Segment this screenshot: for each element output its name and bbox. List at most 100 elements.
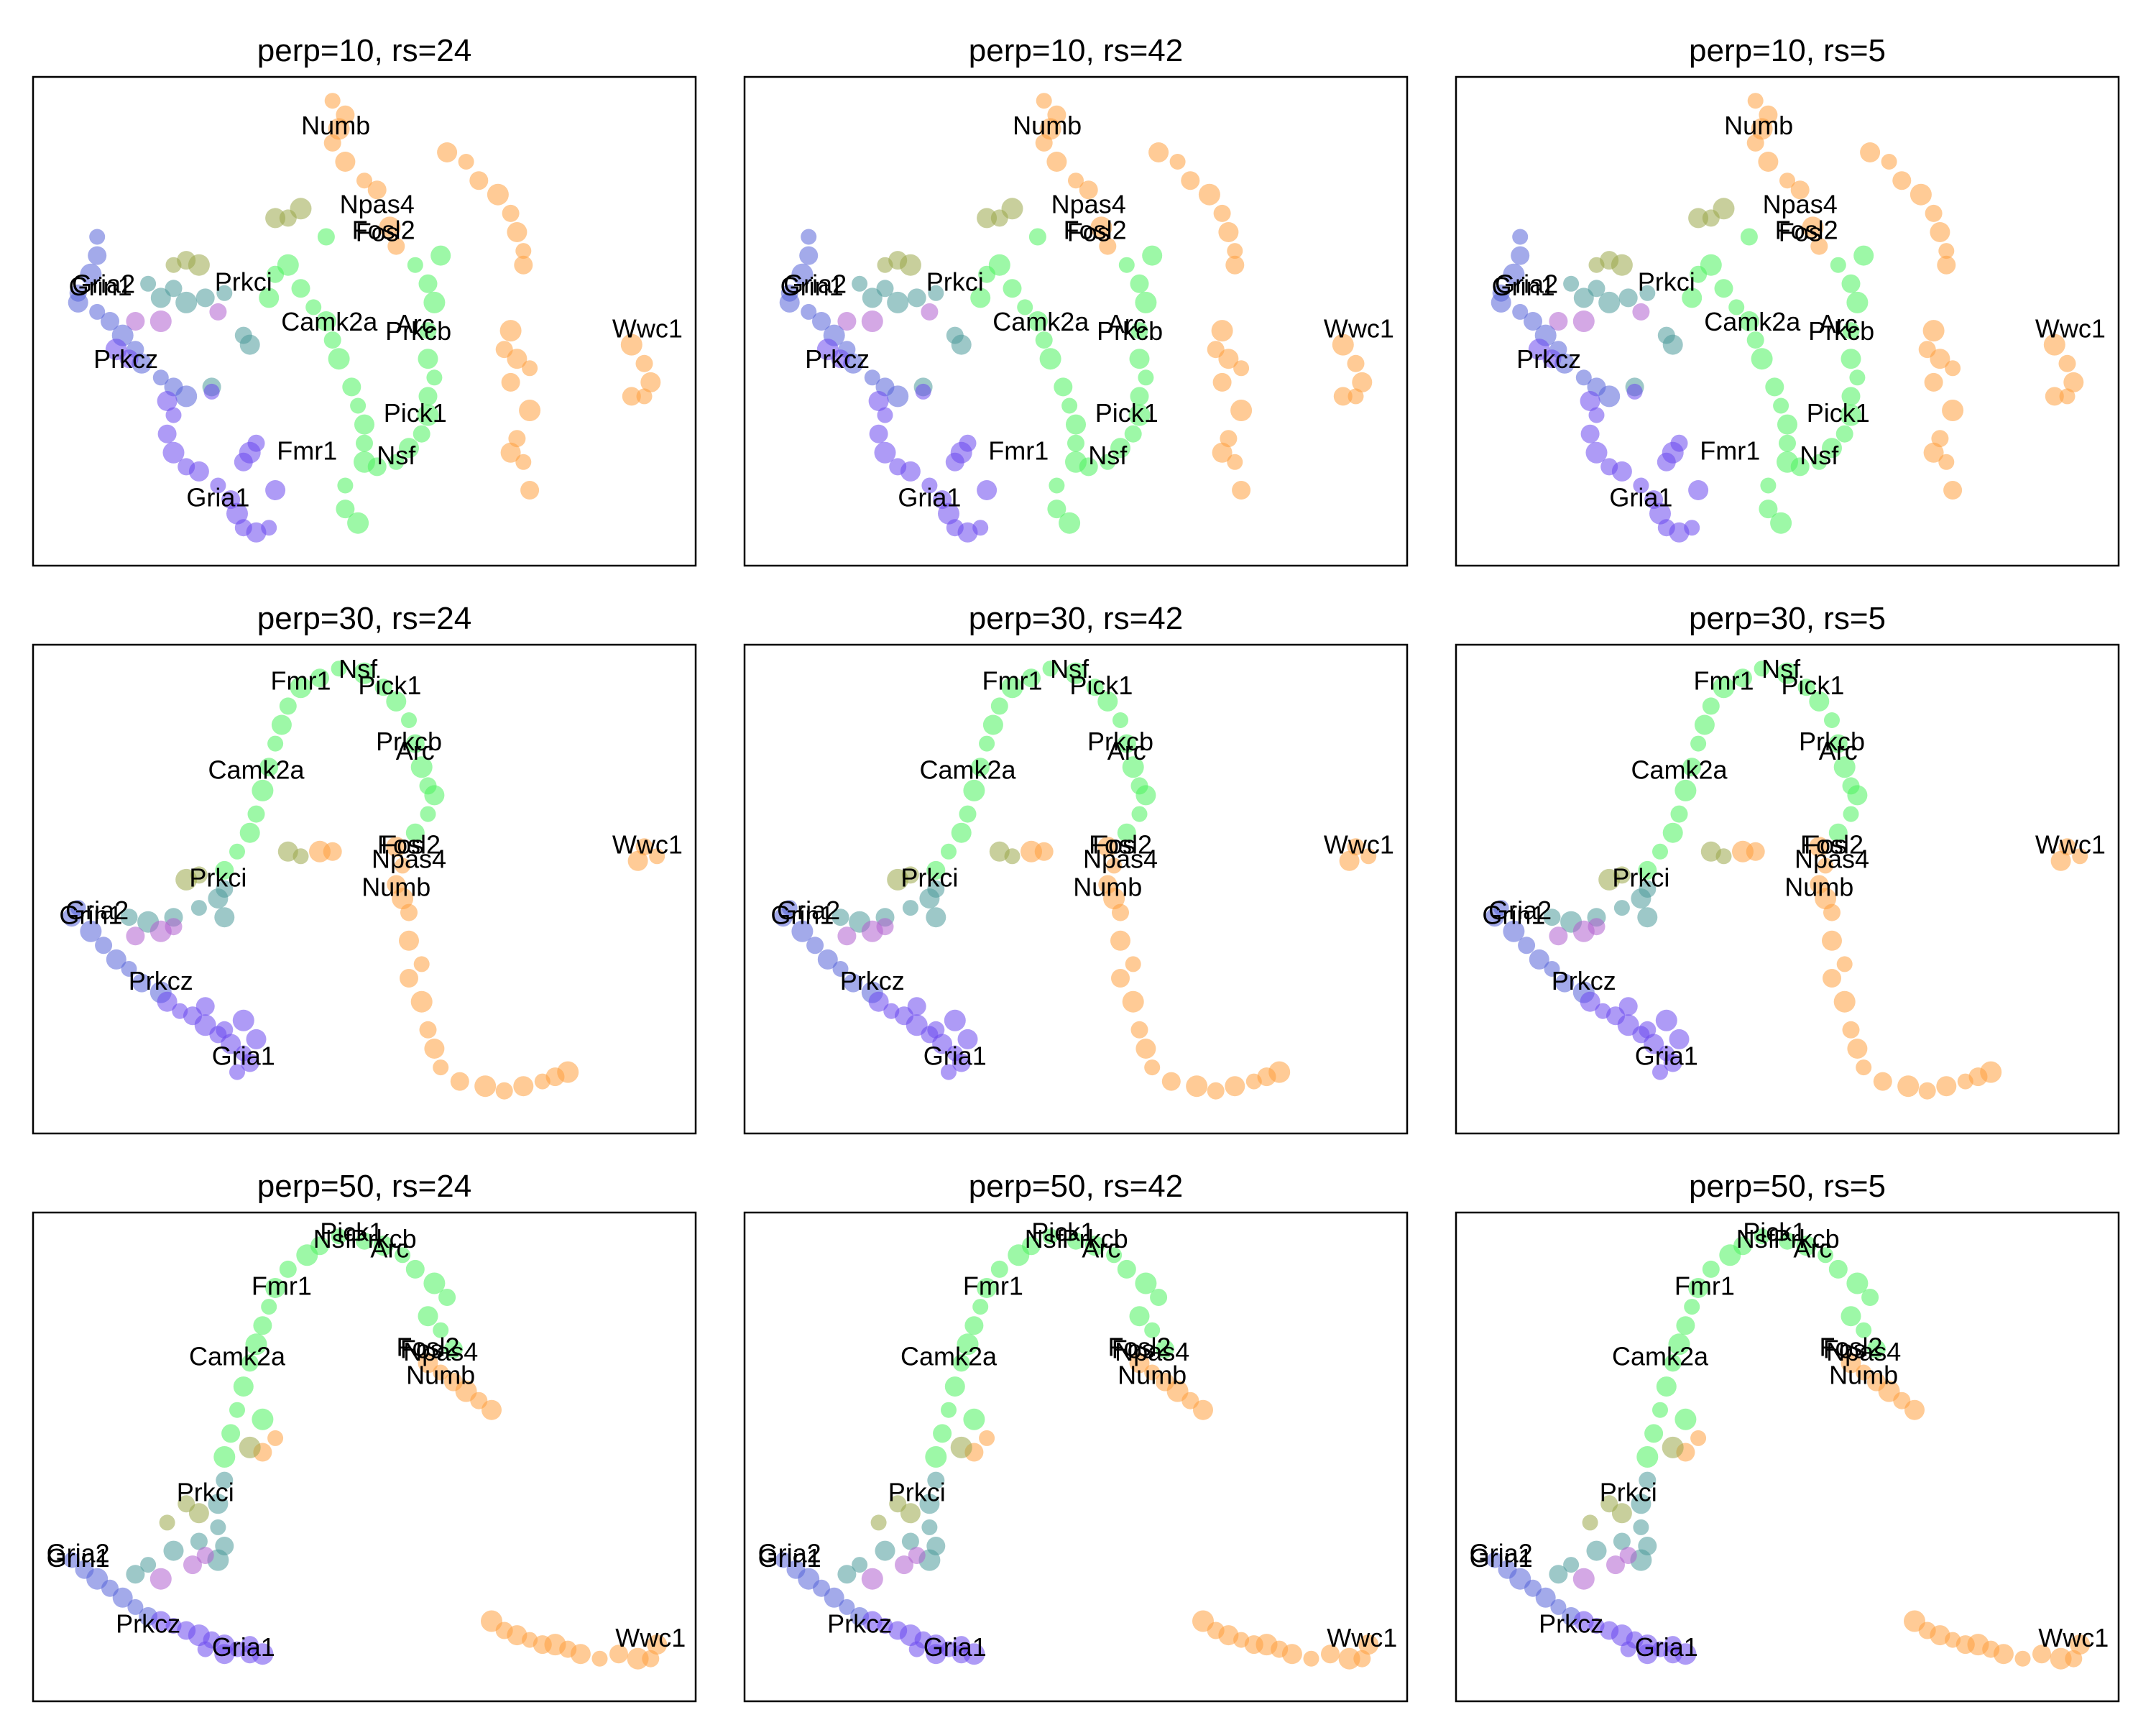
data-point-green [395,1247,411,1264]
data-point-green [1065,451,1087,473]
data-point-orange [1930,222,1950,242]
data-point-green [1138,369,1154,386]
gene-label-fos: Fos [1067,218,1110,247]
data-point-orange [433,1364,449,1381]
data-point-orange [1747,93,1764,109]
data-point-green [241,1354,259,1372]
data-point-orange [1993,1644,2014,1665]
data-point-orange [507,222,528,242]
data-point-orange [487,183,509,206]
data-point-green [964,1316,984,1335]
data-point-orange [1218,349,1239,369]
data-point-blue_violet [817,949,838,970]
data-point-green [418,387,438,406]
gene-label-gria1: Gria1 [1635,1632,1698,1662]
data-point-green [951,822,972,843]
data-point-purple [157,991,178,1012]
data-point-purple [938,502,959,525]
gene-label-camk2a: Camk2a [1612,1341,1709,1371]
data-point-teal [1639,285,1656,301]
gene-label-gria2: Gria2 [47,1539,110,1568]
data-point-green [941,843,957,860]
gene-label-prkcb: Prkcb [1062,1224,1128,1254]
data-point-teal [163,1540,184,1561]
data-point-orange [1751,118,1773,140]
data-point-green [424,785,445,806]
data-point-purple [816,339,839,361]
gene-label-fosl2: Fosl2 [1775,216,1838,245]
data-point-teal [837,1565,857,1584]
gene-label-fmr1: Fmr1 [1700,436,1760,465]
data-point-teal [852,275,868,292]
data-point-purple [874,441,896,464]
data-point-green [253,1316,272,1335]
data-point-orange [1130,1021,1148,1039]
data-point-magenta [837,926,857,946]
data-point-orange [2072,848,2088,865]
data-point-green [261,1299,277,1315]
data-point-blue_violet [1529,949,1549,970]
panel-title: perp=30, rs=24 [257,601,471,636]
data-point-orange [1144,1059,1161,1076]
gene-label-nsf: Nsf [1025,1224,1064,1254]
data-point-orange [1779,172,1795,189]
data-point-green [933,1424,952,1443]
data-point-purple [226,502,248,525]
data-point-orange [387,237,405,255]
data-point-orange [1809,837,1830,857]
gene-label-gria2: Gria2 [72,270,135,299]
data-point-green [407,257,423,273]
data-point-orange [1904,1399,1925,1420]
data-point-purple [868,391,889,411]
data-point-purple [246,1029,267,1049]
data-point-olive [950,1436,972,1458]
data-point-purple [1670,434,1688,452]
data-point-teal [208,888,229,909]
gene-label-nsf: Nsf [1050,654,1089,684]
gene-label-nsf: Nsf [1736,1224,1776,1254]
gene-label-gria1: Gria1 [186,483,249,512]
data-point-orange [2059,388,2076,405]
data-point-magenta [895,1555,913,1575]
plot-frame [1455,75,2120,567]
data-point-green [1779,1232,1796,1250]
data-point-orange [1924,372,1943,392]
data-point-purple [203,383,220,400]
data-point-green [1117,823,1136,842]
gene-label-gria1: Gria1 [923,1632,987,1662]
data-point-green [265,1278,286,1298]
data-point-magenta [1632,303,1650,321]
plot-frame [1455,643,2120,1135]
data-point-orange [1881,154,1897,170]
data-point-green [1713,676,1735,699]
data-point-purple [952,1636,970,1654]
data-point-green [1861,1289,1879,1306]
data-point-orange [1822,930,1842,951]
data-point-blue_violet [1512,229,1529,245]
data-point-purple [265,480,286,500]
data-point-purple [195,997,215,1016]
data-point-blue_violet [1575,369,1592,386]
data-point-blue_violet [1535,1587,1556,1608]
data-point-green [990,697,1008,715]
data-point-green [267,265,285,283]
data-point-teal [195,288,215,308]
data-point-green [267,735,284,752]
data-point-magenta [876,918,894,936]
data-point-green [233,1376,254,1397]
data-point-green [229,843,245,860]
data-point-orange [1036,93,1052,109]
gene-label-grin1: Grin1 [69,272,132,301]
gene-label-npas4: Npas4 [1083,844,1158,873]
data-point-blue_violet [773,908,793,927]
data-point-orange [1035,134,1053,152]
data-point-magenta [861,1568,883,1590]
data-point-green [438,1289,456,1306]
data-point-purple [869,424,888,443]
plot-frame [1455,1211,2120,1703]
data-point-olive [870,1514,887,1531]
data-point-magenta [1588,918,1606,936]
data-point-green [259,288,280,308]
